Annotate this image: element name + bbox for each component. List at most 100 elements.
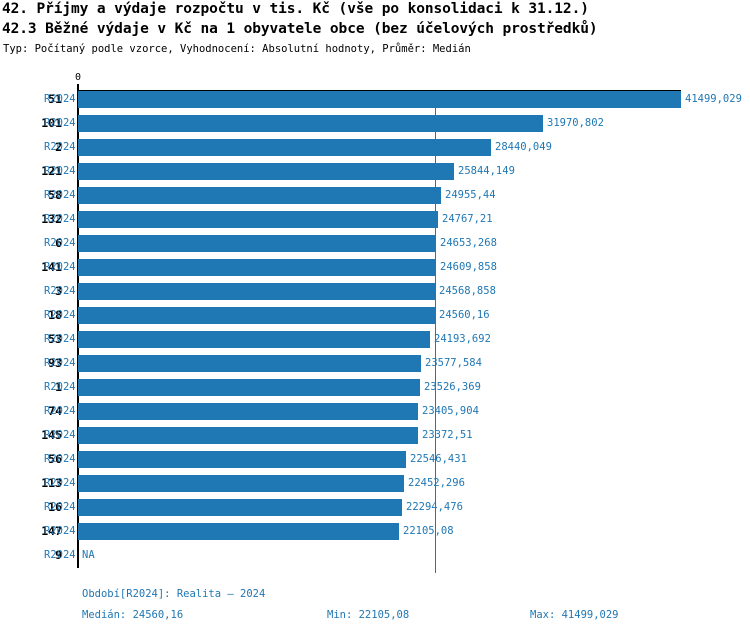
chart-bar[interactable] — [78, 355, 421, 372]
row-period-label: R2024 — [44, 477, 76, 489]
page-title-secondary: 42.3 Běžné výdaje v Kč na 1 obyvatele ob… — [2, 21, 598, 37]
chart-row[interactable]: 56 R2024 22546,431 — [0, 448, 750, 472]
chart-bar[interactable] — [78, 475, 404, 492]
chart-bar[interactable] — [78, 259, 436, 276]
chart-bar[interactable] — [78, 139, 491, 156]
chart-bar[interactable] — [78, 187, 441, 204]
bar-value-label: 22294,476 — [406, 501, 463, 513]
row-key-label: 53 — [48, 332, 62, 346]
chart-row[interactable]: 9 R2024 NA — [0, 544, 750, 568]
row-key-label: 147 — [41, 524, 62, 538]
page-subtitle: Typ: Počítaný podle vzorce, Vyhodnocení:… — [3, 43, 471, 55]
row-key-label: 3 — [55, 284, 62, 298]
row-key-label: 145 — [41, 428, 62, 442]
bar-value-label: 23526,369 — [424, 381, 481, 393]
row-period-label: R2024 — [44, 525, 76, 537]
chart-bar[interactable] — [78, 307, 435, 324]
chart-bar[interactable] — [78, 499, 402, 516]
chart-row[interactable]: 93 R2024 23577,584 — [0, 352, 750, 376]
bar-value-label: 28440,049 — [495, 141, 552, 153]
chart-row[interactable]: 147 R2024 22105,08 — [0, 520, 750, 544]
row-key-label: 16 — [48, 500, 62, 514]
row-key-label: 121 — [41, 164, 62, 178]
chart-bar[interactable] — [78, 403, 418, 420]
chart-bar[interactable] — [78, 91, 681, 108]
bar-value-label: 22452,296 — [408, 477, 465, 489]
bar-value-label-na: NA — [82, 549, 95, 561]
chart-bar[interactable] — [78, 427, 418, 444]
bar-value-label: 24653,268 — [440, 237, 497, 249]
bar-value-label: 31970,802 — [547, 117, 604, 129]
chart-row[interactable]: 53 R2024 24193,692 — [0, 328, 750, 352]
bar-value-label: 24955,44 — [445, 189, 496, 201]
stat-max: Max: 41499,029 — [530, 609, 619, 621]
chart-row[interactable]: 101 R2024 31970,802 — [0, 112, 750, 136]
row-key-label: 132 — [41, 212, 62, 226]
row-period-label: R2024 — [44, 309, 76, 321]
row-key-label: 18 — [48, 308, 62, 322]
bar-value-label: 24568,858 — [439, 285, 496, 297]
x-axis-tick-label-0: 0 — [75, 72, 82, 83]
chart-row[interactable]: 113 R2024 22452,296 — [0, 472, 750, 496]
row-period-label: R2024 — [44, 429, 76, 441]
row-key-label: 51 — [48, 92, 62, 106]
row-period-label: R2024 — [44, 357, 76, 369]
chart-row[interactable]: 51 R2024 41499,029 — [0, 88, 750, 112]
chart-row[interactable]: 145 R2024 23372,51 — [0, 424, 750, 448]
row-key-label: 58 — [48, 188, 62, 202]
row-period-label: R2024 — [44, 381, 76, 393]
chart-bar[interactable] — [78, 451, 406, 468]
row-period-label: R2024 — [44, 333, 76, 345]
chart-row[interactable]: 121 R2024 25844,149 — [0, 160, 750, 184]
chart-row[interactable]: 1 R2024 23526,369 — [0, 376, 750, 400]
y-axis-left-spine — [77, 84, 79, 568]
page-title-primary: 42. Příjmy a výdaje rozpočtu v tis. Kč (… — [2, 1, 589, 17]
bar-value-label: 41499,029 — [685, 93, 742, 105]
bar-value-label: 23405,904 — [422, 405, 479, 417]
chart-bar[interactable] — [78, 163, 454, 180]
chart-bar[interactable] — [78, 235, 436, 252]
row-key-label: 9 — [55, 548, 62, 562]
chart-row[interactable]: 132 R2024 24767,21 — [0, 208, 750, 232]
row-period-label: R2024 — [44, 93, 76, 105]
chart-row[interactable]: 74 R2024 23405,904 — [0, 400, 750, 424]
row-period-label: R2024 — [44, 285, 76, 297]
chart-bar[interactable] — [78, 283, 435, 300]
row-key-label: 56 — [48, 452, 62, 466]
chart-row[interactable]: 3 R2024 24568,858 — [0, 280, 750, 304]
bar-value-label: 24609,858 — [440, 261, 497, 273]
legend-period-entry: Období[R2024]: Realita – 2024 — [82, 588, 266, 600]
bar-value-label: 22546,431 — [410, 453, 467, 465]
row-period-label: R2024 — [44, 261, 76, 273]
bar-value-label: 24767,21 — [442, 213, 493, 225]
median-reference-line — [435, 92, 436, 573]
chart-row[interactable]: 58 R2024 24955,44 — [0, 184, 750, 208]
bar-value-label: 22105,08 — [403, 525, 454, 537]
chart-bar[interactable] — [78, 211, 438, 228]
chart-bar[interactable] — [78, 523, 399, 540]
row-period-label: R2024 — [44, 405, 76, 417]
row-key-label: 93 — [48, 356, 62, 370]
chart-row[interactable]: 18 R2024 24560,16 — [0, 304, 750, 328]
chart-bar[interactable] — [78, 379, 420, 396]
bar-value-label: 23372,51 — [422, 429, 473, 441]
stat-min: Min: 22105,08 — [327, 609, 410, 621]
row-period-label: R2024 — [44, 237, 76, 249]
stat-median: Medián: 24560,16 — [82, 609, 184, 621]
chart-row[interactable]: 2 R2024 28440,049 — [0, 136, 750, 160]
row-key-label: 6 — [55, 236, 62, 250]
row-key-label: 2 — [55, 140, 62, 154]
chart-bar[interactable] — [78, 331, 430, 348]
row-period-label: R2024 — [44, 141, 76, 153]
row-key-label: 141 — [41, 260, 62, 274]
bar-value-label: 24560,16 — [439, 309, 490, 321]
chart-row[interactable]: 6 R2024 24653,268 — [0, 232, 750, 256]
row-period-label: R2024 — [44, 117, 76, 129]
chart-row[interactable]: 16 R2024 22294,476 — [0, 496, 750, 520]
row-period-label: R2024 — [44, 165, 76, 177]
row-key-label: 101 — [41, 116, 62, 130]
chart-row[interactable]: 141 R2024 24609,858 — [0, 256, 750, 280]
chart-bar[interactable] — [78, 115, 543, 132]
